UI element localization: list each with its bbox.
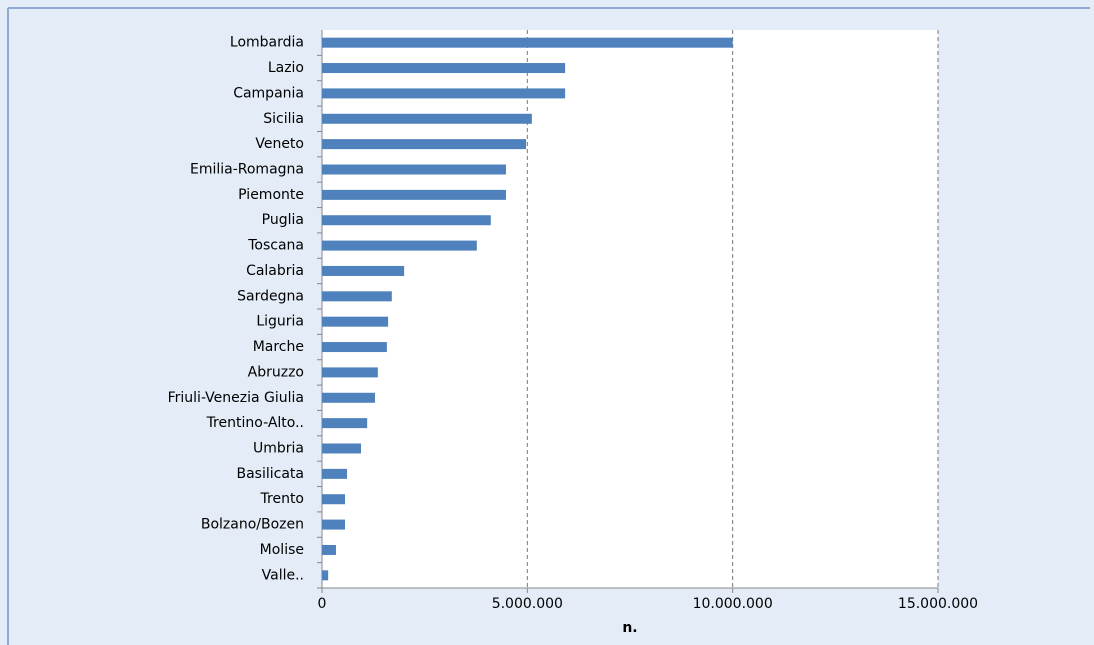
y-tick-label: Veneto — [255, 136, 304, 152]
y-tick-label: Trentino-Alto.. — [206, 415, 304, 431]
y-tick-label: Campania — [233, 85, 304, 101]
bar — [322, 189, 506, 200]
bar — [322, 519, 345, 530]
bar — [322, 367, 378, 378]
y-tick-label: Bolzano/Bozen — [201, 517, 304, 533]
x-tick-label: 5.000.000 — [492, 596, 563, 612]
x-tick-label: 0 — [318, 596, 327, 612]
y-tick-label: Valle.. — [262, 567, 304, 583]
y-tick-label: Emilia-Romagna — [190, 162, 304, 178]
bar — [322, 291, 392, 302]
y-tick-label: Toscana — [247, 238, 304, 254]
bar — [322, 113, 532, 124]
x-axis-title: n. — [622, 620, 637, 636]
y-tick-label: Friuli-Venezia Giulia — [168, 390, 304, 406]
y-tick-label: Lombardia — [230, 35, 304, 51]
bar — [322, 265, 405, 276]
y-tick-label: Sicilia — [263, 111, 304, 127]
bar — [322, 37, 733, 48]
y-tick-label: Calabria — [246, 263, 304, 279]
bar — [322, 342, 387, 353]
y-tick-label: Basilicata — [237, 466, 305, 482]
y-tick-label: Lazio — [268, 60, 304, 76]
y-tick-label: Liguria — [256, 314, 304, 330]
y-tick-label: Umbria — [253, 441, 304, 457]
bar — [322, 418, 368, 429]
y-tick-label: Abruzzo — [248, 364, 304, 380]
bar — [322, 570, 329, 581]
y-tick-label: Trento — [260, 491, 304, 507]
x-tick-label: 15.000.000 — [898, 596, 978, 612]
bar — [322, 88, 566, 99]
bar — [322, 164, 506, 175]
bar — [322, 494, 345, 505]
y-tick-label: Marche — [253, 339, 304, 355]
bar — [322, 443, 362, 454]
y-tick-label: Sardegna — [237, 288, 304, 304]
bar — [322, 468, 348, 479]
y-tick-label: Piemonte — [238, 187, 304, 203]
bar — [322, 215, 491, 226]
bar — [322, 316, 389, 327]
bar — [322, 139, 527, 150]
y-tick-label: Puglia — [262, 212, 304, 228]
bar — [322, 544, 336, 555]
x-tick-label: 10.000.000 — [693, 596, 773, 612]
bar — [322, 63, 566, 74]
bar — [322, 240, 477, 251]
y-tick-label: Molise — [260, 542, 304, 558]
bar — [322, 392, 375, 403]
plot-area — [322, 30, 938, 588]
